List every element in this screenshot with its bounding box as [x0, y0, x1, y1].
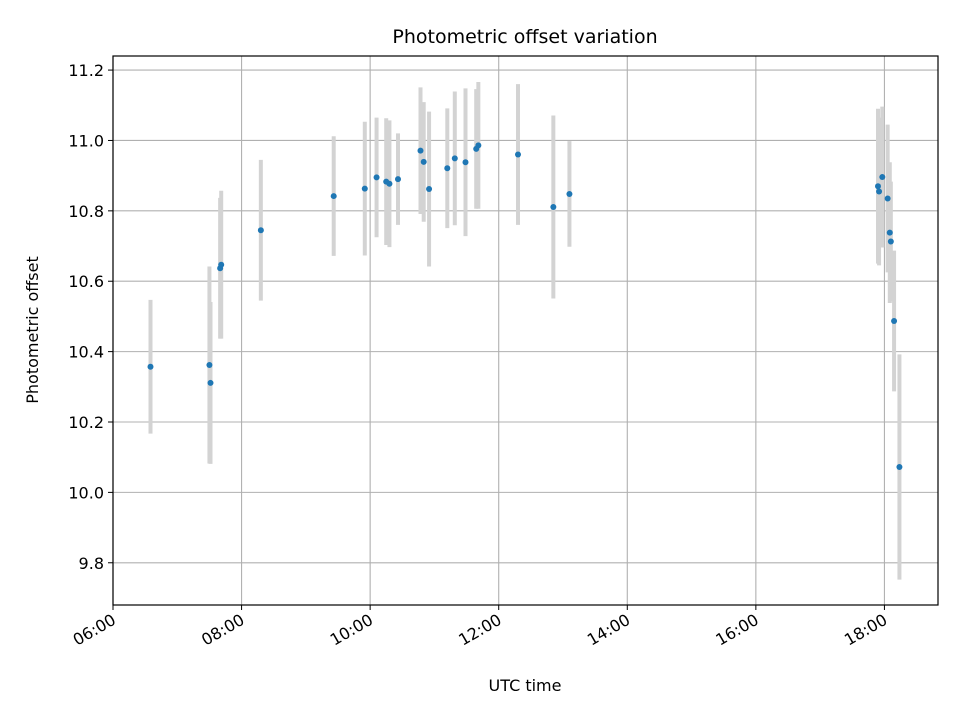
data-point — [884, 195, 891, 202]
plot-area — [113, 56, 938, 605]
data-point — [515, 151, 521, 158]
data-point — [257, 227, 264, 234]
data-points — [147, 142, 903, 471]
data-point — [886, 229, 893, 236]
data-point — [891, 317, 898, 324]
y-tick-label: 10.0 — [68, 483, 104, 502]
y-tick-label: 10.8 — [68, 202, 104, 221]
data-point — [206, 361, 213, 368]
data-point — [875, 183, 881, 190]
data-point — [420, 158, 427, 165]
data-point — [373, 174, 380, 181]
chart-title: Photometric offset variation — [392, 26, 657, 48]
data-point — [876, 188, 883, 195]
data-point — [475, 142, 482, 149]
data-point — [218, 261, 225, 268]
y-tick-label: 9.8 — [79, 554, 104, 573]
data-point — [879, 174, 886, 181]
data-point — [426, 186, 433, 193]
data-point — [395, 176, 401, 183]
data-point — [887, 238, 894, 245]
data-point — [330, 193, 337, 200]
data-point — [451, 155, 458, 162]
data-point — [361, 185, 368, 192]
y-tick-label: 10.2 — [68, 413, 104, 432]
data-point — [417, 147, 424, 154]
y-axis-label: Photometric offset — [23, 256, 42, 404]
plot-frame — [112, 55, 939, 606]
data-point — [566, 190, 573, 197]
y-tick-label: 10.6 — [68, 272, 104, 291]
data-point — [207, 379, 214, 386]
data-point — [147, 363, 154, 370]
y-tick-label: 11.0 — [68, 131, 104, 150]
x-axis-label: UTC time — [489, 676, 562, 695]
data-point — [462, 159, 469, 166]
data-point — [896, 464, 903, 471]
data-point — [444, 165, 451, 172]
y-tick-label: 10.4 — [68, 343, 104, 362]
y-tick-label: 11.2 — [68, 61, 104, 80]
data-point — [386, 180, 393, 187]
data-point — [550, 203, 557, 210]
